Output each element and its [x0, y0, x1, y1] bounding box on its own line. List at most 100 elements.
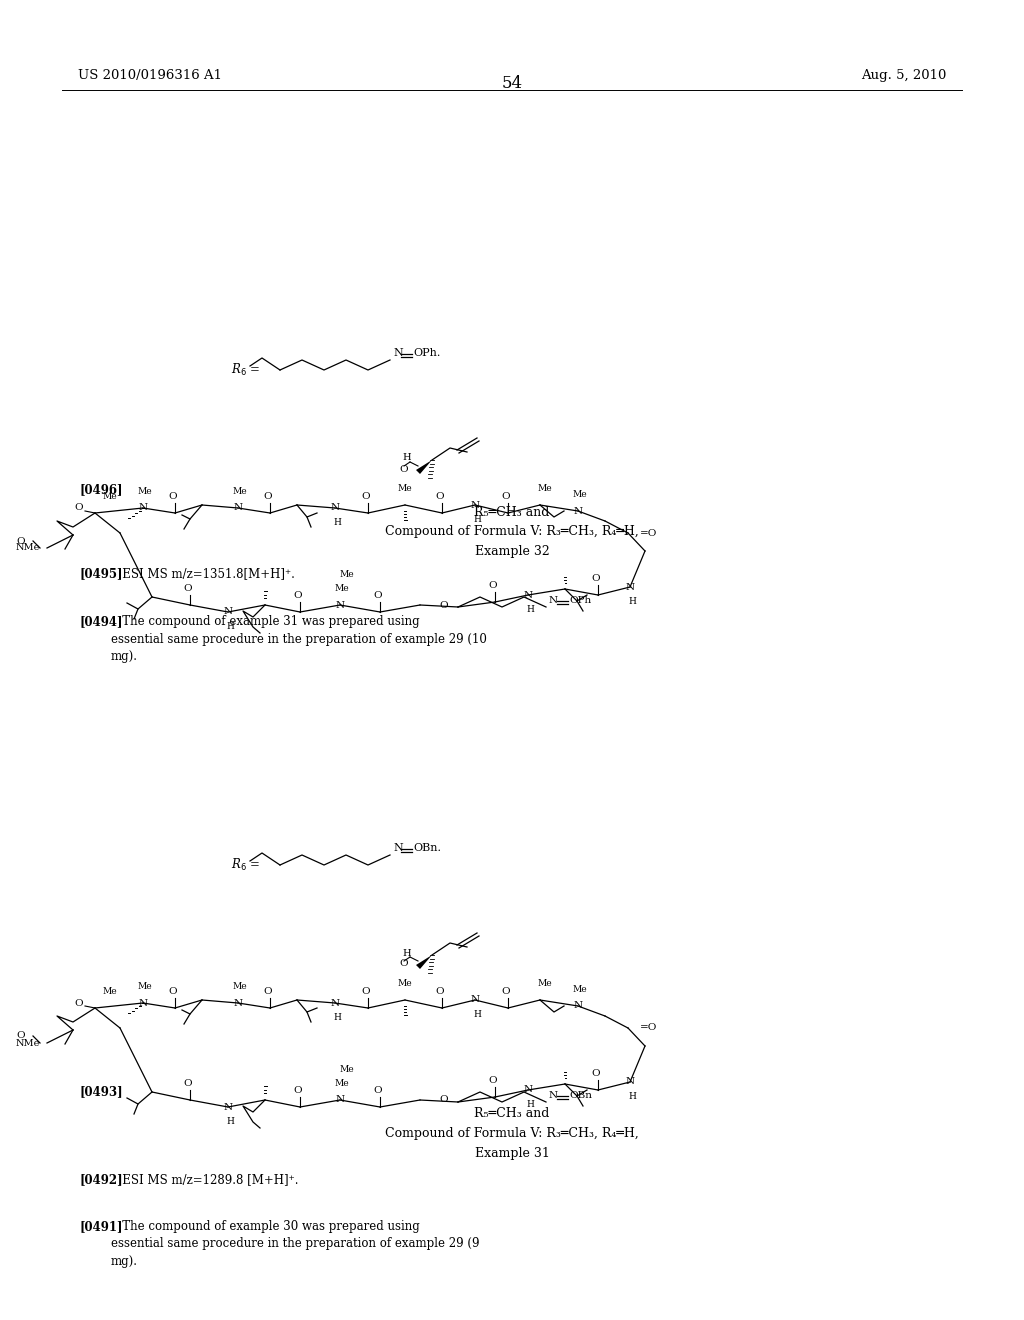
Text: N: N — [573, 507, 583, 516]
Text: N: N — [331, 503, 340, 512]
Text: N: N — [233, 503, 243, 512]
Text: H: H — [226, 622, 233, 631]
Text: Me: Me — [102, 987, 118, 997]
Text: Aug. 5, 2010: Aug. 5, 2010 — [860, 69, 946, 82]
Text: Me: Me — [397, 484, 413, 492]
Text: O: O — [75, 998, 83, 1007]
Text: O: O — [439, 1096, 449, 1105]
Text: O: O — [592, 1069, 600, 1078]
Text: O: O — [183, 583, 193, 593]
Text: Me: Me — [137, 487, 153, 496]
Text: Me: Me — [572, 490, 588, 499]
Text: O: O — [75, 503, 83, 512]
Text: O: O — [435, 492, 444, 502]
Text: N: N — [223, 1102, 232, 1111]
Text: Me: Me — [335, 583, 349, 593]
Text: O: O — [361, 987, 371, 997]
Text: Compound of Formula V: R₃═CH₃, R₄═H,: Compound of Formula V: R₃═CH₃, R₄═H, — [385, 525, 639, 539]
Text: N: N — [331, 998, 340, 1007]
Text: Me: Me — [137, 982, 153, 991]
Text: 54: 54 — [502, 75, 522, 92]
Text: US 2010/0196316 A1: US 2010/0196316 A1 — [78, 69, 222, 82]
Text: N: N — [470, 500, 479, 510]
Text: Me: Me — [572, 985, 588, 994]
Text: N: N — [626, 582, 635, 591]
Text: Example 32: Example 32 — [475, 545, 549, 558]
Text: N: N — [573, 1002, 583, 1011]
Text: =O: =O — [640, 528, 657, 537]
Text: [0491]: [0491] — [80, 1220, 123, 1233]
Text: OPh: OPh — [569, 597, 591, 605]
Text: Example 31: Example 31 — [474, 1147, 550, 1160]
Text: N: N — [393, 843, 402, 853]
Text: H: H — [226, 1117, 233, 1126]
Text: H: H — [333, 1012, 341, 1022]
Text: H: H — [628, 597, 636, 606]
Text: N: N — [223, 607, 232, 616]
Text: [0493]: [0493] — [80, 1085, 124, 1098]
Text: N: N — [470, 995, 479, 1005]
Text: O: O — [488, 1076, 498, 1085]
Text: N: N — [138, 503, 147, 512]
Text: H: H — [333, 517, 341, 527]
Text: O: O — [374, 1086, 382, 1096]
Text: N: N — [523, 590, 532, 599]
Text: R₅═CH₃ and: R₅═CH₃ and — [474, 506, 550, 519]
Text: R$_6$ =: R$_6$ = — [231, 362, 260, 378]
Text: Me: Me — [232, 982, 248, 991]
Text: Me: Me — [538, 484, 552, 492]
Text: O: O — [502, 987, 510, 997]
Text: OPh.: OPh. — [413, 348, 440, 358]
Text: OBn.: OBn. — [413, 843, 441, 853]
Text: =O: =O — [640, 1023, 657, 1032]
Text: O: O — [294, 1086, 302, 1096]
Text: Me: Me — [102, 492, 118, 502]
Text: O: O — [399, 465, 409, 474]
Text: N: N — [626, 1077, 635, 1086]
Text: O: O — [294, 591, 302, 601]
Text: O: O — [488, 581, 498, 590]
Text: H: H — [628, 1092, 636, 1101]
Text: H: H — [526, 1100, 534, 1109]
Text: H: H — [526, 605, 534, 614]
Text: N: N — [549, 597, 558, 605]
Text: NMe: NMe — [15, 544, 40, 553]
Text: O: O — [16, 1031, 25, 1040]
Text: The compound of example 30 was prepared using
essential same procedure in the pr: The compound of example 30 was prepared … — [111, 1220, 479, 1267]
Text: O: O — [264, 492, 272, 502]
Text: O: O — [169, 987, 177, 997]
Text: N: N — [549, 1092, 558, 1100]
Text: O: O — [502, 492, 510, 502]
Text: N: N — [393, 348, 402, 358]
Text: Compound of Formula V: R₃═CH₃, R₄═H,: Compound of Formula V: R₃═CH₃, R₄═H, — [385, 1127, 639, 1140]
Text: N: N — [523, 1085, 532, 1094]
Text: R₅═CH₃ and: R₅═CH₃ and — [474, 1107, 550, 1121]
Text: O: O — [169, 492, 177, 502]
Text: O: O — [435, 987, 444, 997]
Text: Me: Me — [538, 979, 552, 987]
Text: OBn: OBn — [569, 1092, 592, 1100]
Text: O: O — [439, 601, 449, 610]
Text: NMe: NMe — [15, 1039, 40, 1048]
Text: [0495]: [0495] — [80, 568, 123, 581]
Text: The compound of example 31 was prepared using
essential same procedure in the pr: The compound of example 31 was prepared … — [111, 615, 487, 663]
Text: Me: Me — [335, 1078, 349, 1088]
Text: ESI MS m/z=1289.8 [M+H]⁺.: ESI MS m/z=1289.8 [M+H]⁺. — [111, 1173, 299, 1187]
Text: H: H — [402, 949, 412, 957]
Polygon shape — [416, 954, 432, 969]
Text: O: O — [399, 960, 409, 969]
Text: H: H — [473, 1010, 481, 1019]
Text: O: O — [361, 492, 371, 502]
Text: [0492]: [0492] — [80, 1173, 124, 1187]
Text: O: O — [374, 591, 382, 601]
Text: N: N — [233, 998, 243, 1007]
Text: H: H — [402, 454, 412, 462]
Text: H: H — [473, 515, 481, 524]
Text: [0496]: [0496] — [80, 483, 123, 496]
Text: [0494]: [0494] — [80, 615, 123, 628]
Text: Me: Me — [232, 487, 248, 496]
Text: O: O — [264, 987, 272, 997]
Polygon shape — [416, 459, 432, 474]
Text: Me: Me — [340, 570, 354, 579]
Text: N: N — [336, 1096, 344, 1105]
